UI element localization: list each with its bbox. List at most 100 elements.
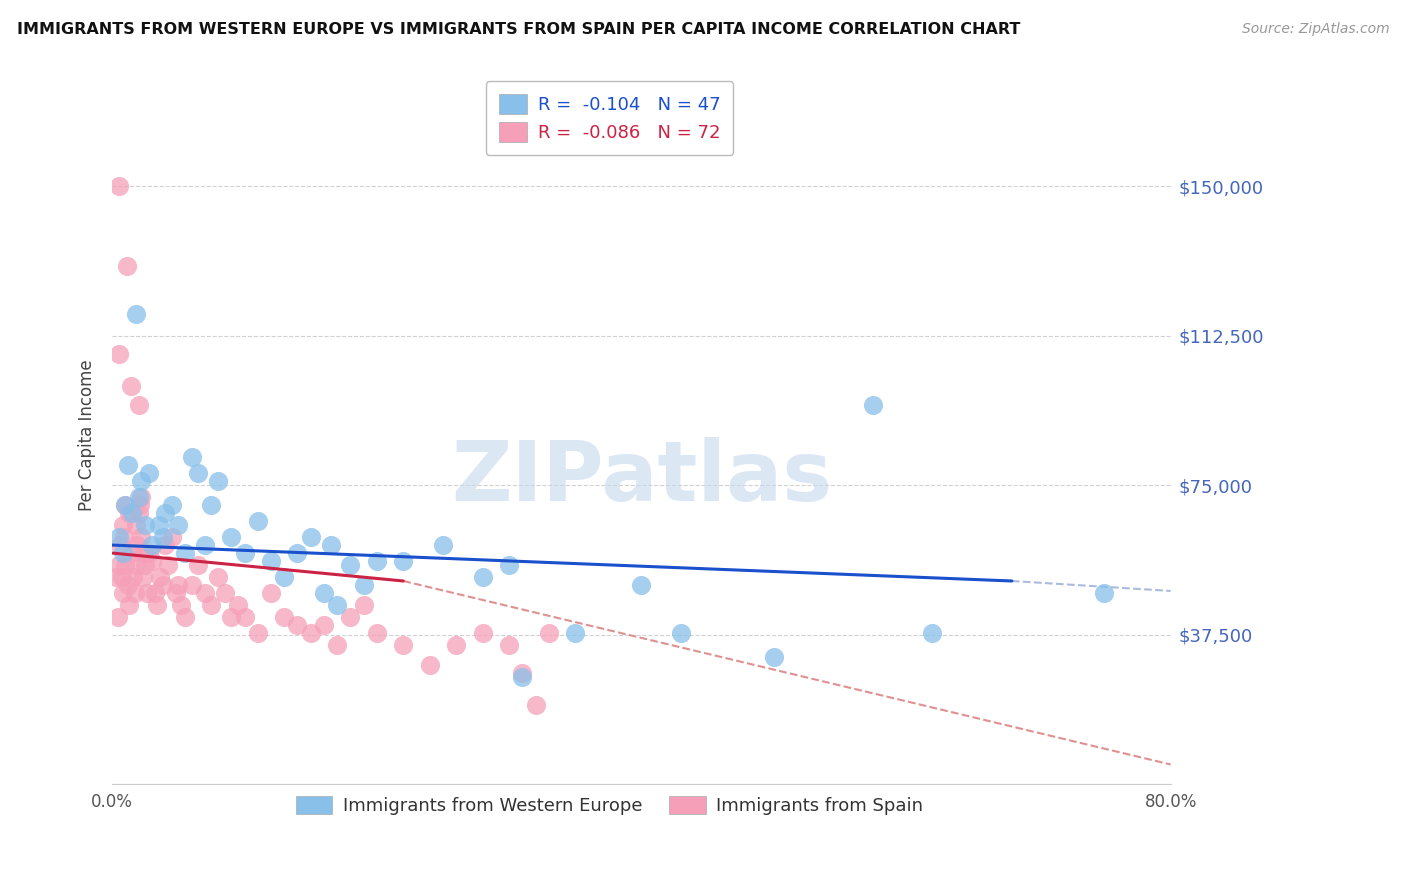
Immigrants from Spain bbox=[207, 570, 229, 584]
Text: IMMIGRANTS FROM WESTERN EUROPE VS IMMIGRANTS FROM SPAIN PER CAPITA INCOME CORREL: IMMIGRANTS FROM WESTERN EUROPE VS IMMIGR… bbox=[17, 22, 1021, 37]
Immigrants from Western Europe bbox=[117, 458, 139, 473]
Immigrants from Spain bbox=[174, 610, 197, 624]
Immigrants from Western Europe bbox=[862, 399, 884, 413]
Immigrants from Western Europe bbox=[114, 498, 136, 512]
Immigrants from Spain bbox=[117, 578, 139, 592]
Immigrants from Western Europe bbox=[148, 518, 170, 533]
Immigrants from Spain bbox=[118, 506, 141, 520]
Text: Source: ZipAtlas.com: Source: ZipAtlas.com bbox=[1241, 22, 1389, 37]
Immigrants from Spain bbox=[111, 518, 134, 533]
Immigrants from Spain bbox=[233, 610, 256, 624]
Legend: Immigrants from Western Europe, Immigrants from Spain: Immigrants from Western Europe, Immigran… bbox=[287, 787, 932, 824]
Y-axis label: Per Capita Income: Per Capita Income bbox=[79, 359, 96, 511]
Immigrants from Spain bbox=[498, 638, 520, 652]
Immigrants from Western Europe bbox=[512, 670, 534, 684]
Immigrants from Western Europe bbox=[152, 530, 174, 544]
Immigrants from Western Europe bbox=[194, 538, 217, 552]
Immigrants from Western Europe bbox=[131, 475, 153, 489]
Immigrants from Spain bbox=[221, 610, 243, 624]
Immigrants from Western Europe bbox=[392, 554, 415, 568]
Immigrants from Spain bbox=[112, 530, 135, 544]
Immigrants from Spain bbox=[125, 558, 148, 572]
Immigrants from Spain bbox=[108, 558, 131, 572]
Immigrants from Western Europe bbox=[111, 546, 134, 560]
Immigrants from Western Europe bbox=[921, 625, 943, 640]
Immigrants from Western Europe bbox=[564, 625, 586, 640]
Immigrants from Spain bbox=[366, 625, 388, 640]
Immigrants from Western Europe bbox=[1094, 586, 1116, 600]
Immigrants from Western Europe bbox=[138, 467, 160, 481]
Immigrants from Spain bbox=[170, 598, 193, 612]
Immigrants from Spain bbox=[524, 698, 547, 712]
Immigrants from Spain bbox=[124, 586, 146, 600]
Immigrants from Spain bbox=[114, 498, 136, 512]
Immigrants from Spain bbox=[153, 538, 176, 552]
Immigrants from Western Europe bbox=[339, 558, 361, 572]
Immigrants from Spain bbox=[392, 638, 415, 652]
Immigrants from Spain bbox=[114, 558, 136, 572]
Immigrants from Western Europe bbox=[630, 578, 652, 592]
Immigrants from Western Europe bbox=[141, 538, 163, 552]
Immigrants from Western Europe bbox=[108, 530, 131, 544]
Immigrants from Western Europe bbox=[299, 530, 322, 544]
Immigrants from Spain bbox=[214, 586, 236, 600]
Immigrants from Spain bbox=[127, 538, 149, 552]
Immigrants from Western Europe bbox=[498, 558, 520, 572]
Immigrants from Spain bbox=[122, 570, 145, 584]
Immigrants from Western Europe bbox=[134, 518, 156, 533]
Immigrants from Western Europe bbox=[246, 514, 269, 528]
Immigrants from Western Europe bbox=[312, 586, 335, 600]
Immigrants from Spain bbox=[167, 578, 190, 592]
Immigrants from Western Europe bbox=[353, 578, 375, 592]
Immigrants from Spain bbox=[108, 538, 131, 552]
Immigrants from Western Europe bbox=[669, 625, 692, 640]
Immigrants from Spain bbox=[200, 598, 222, 612]
Immigrants from Spain bbox=[110, 570, 132, 584]
Immigrants from Western Europe bbox=[187, 467, 209, 481]
Immigrants from Spain bbox=[131, 570, 153, 584]
Immigrants from Western Europe bbox=[160, 498, 183, 512]
Immigrants from Spain bbox=[143, 586, 166, 600]
Immigrants from Spain bbox=[121, 546, 143, 560]
Immigrants from Spain bbox=[131, 530, 153, 544]
Immigrants from Spain bbox=[165, 586, 187, 600]
Immigrants from Western Europe bbox=[762, 649, 785, 664]
Immigrants from Spain bbox=[537, 625, 560, 640]
Immigrants from Spain bbox=[134, 558, 156, 572]
Immigrants from Spain bbox=[287, 618, 309, 632]
Immigrants from Spain bbox=[312, 618, 335, 632]
Immigrants from Western Europe bbox=[174, 546, 197, 560]
Immigrants from Western Europe bbox=[200, 498, 222, 512]
Immigrants from Spain bbox=[187, 558, 209, 572]
Immigrants from Western Europe bbox=[221, 530, 243, 544]
Immigrants from Spain bbox=[260, 586, 283, 600]
Immigrants from Spain bbox=[273, 610, 295, 624]
Immigrants from Spain bbox=[105, 570, 128, 584]
Immigrants from Spain bbox=[194, 586, 217, 600]
Immigrants from Spain bbox=[419, 657, 441, 672]
Immigrants from Spain bbox=[156, 558, 179, 572]
Immigrants from Western Europe bbox=[207, 475, 229, 489]
Immigrants from Spain bbox=[129, 498, 152, 512]
Immigrants from Western Europe bbox=[471, 570, 494, 584]
Immigrants from Western Europe bbox=[366, 554, 388, 568]
Immigrants from Western Europe bbox=[233, 546, 256, 560]
Immigrants from Western Europe bbox=[125, 307, 148, 321]
Immigrants from Spain bbox=[226, 598, 249, 612]
Immigrants from Western Europe bbox=[319, 538, 342, 552]
Immigrants from Spain bbox=[339, 610, 361, 624]
Immigrants from Spain bbox=[111, 586, 134, 600]
Immigrants from Spain bbox=[132, 546, 155, 560]
Immigrants from Spain bbox=[152, 578, 174, 592]
Immigrants from Spain bbox=[353, 598, 375, 612]
Immigrants from Western Europe bbox=[432, 538, 454, 552]
Immigrants from Spain bbox=[118, 598, 141, 612]
Immigrants from Western Europe bbox=[180, 450, 202, 465]
Immigrants from Spain bbox=[108, 179, 131, 194]
Immigrants from Spain bbox=[120, 378, 142, 392]
Immigrants from Spain bbox=[512, 665, 534, 680]
Text: ZIPatlas: ZIPatlas bbox=[451, 437, 832, 517]
Immigrants from Spain bbox=[128, 399, 150, 413]
Immigrants from Spain bbox=[128, 506, 150, 520]
Immigrants from Spain bbox=[107, 610, 129, 624]
